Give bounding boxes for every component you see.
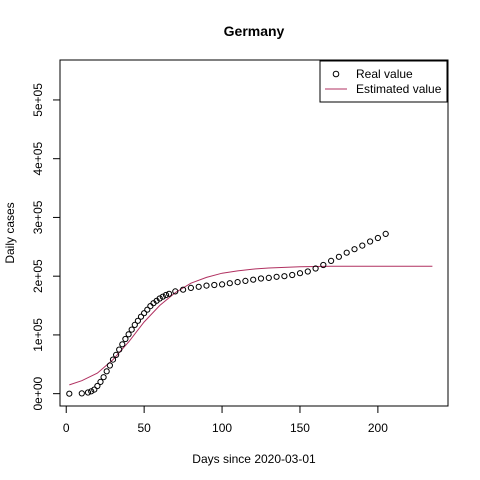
data-point [166, 290, 173, 297]
data-point [289, 271, 296, 279]
data-point [226, 280, 233, 287]
data-point [156, 295, 163, 302]
data-point [88, 388, 95, 395]
data-point [128, 326, 135, 333]
data-point [234, 279, 241, 286]
y-tick-label: 2e+05 [31, 259, 45, 293]
data-point [343, 249, 350, 256]
data-point [119, 341, 126, 348]
legend-marker-real [332, 70, 340, 78]
y-axis-label: Daily cases [3, 202, 17, 263]
y-tick-label: 0e+00 [31, 376, 45, 410]
data-point [109, 356, 117, 363]
data-point [195, 283, 202, 290]
data-point [257, 275, 265, 282]
estimated-series [69, 265, 433, 386]
data-point [159, 293, 166, 300]
data-point [131, 321, 138, 328]
data-point [106, 362, 114, 369]
x-tick-label: 0 [63, 421, 70, 435]
data-point [180, 286, 187, 293]
data-point [172, 288, 179, 295]
data-point [147, 303, 154, 310]
x-tick-label: 150 [290, 421, 310, 435]
y-axis: 0e+00 1e+05 2e+05 3e+05 4e+05 5e+05 [31, 83, 61, 411]
x-tick-label: 100 [212, 421, 232, 435]
y-tick-label: 1e+05 [31, 318, 45, 352]
legend-box [319, 60, 448, 103]
data-point [144, 306, 151, 313]
data-point [134, 317, 141, 324]
data-point [125, 331, 132, 338]
data-point [137, 313, 145, 320]
data-point [374, 234, 381, 242]
data-point [351, 246, 358, 253]
data-point [359, 242, 366, 249]
legend: Real value Estimated value [319, 60, 448, 103]
y-tick-label: 3e+05 [31, 200, 45, 234]
data-point [78, 390, 85, 397]
data-point [113, 351, 120, 358]
x-tick-label: 50 [137, 421, 151, 435]
data-point [242, 277, 249, 284]
data-point [382, 230, 389, 237]
data-point [304, 268, 311, 275]
data-point [203, 282, 210, 289]
data-point [91, 386, 98, 393]
legend-label-estimated: Estimated value [356, 82, 442, 96]
data-point [116, 346, 123, 353]
y-tick-label: 4e+05 [31, 142, 45, 176]
data-point [320, 261, 327, 269]
x-axis: 0 50 100 150 200 [63, 405, 388, 435]
y-tick-label: 5e+05 [31, 83, 45, 117]
data-point [367, 238, 374, 245]
data-point [335, 253, 342, 260]
data-point [66, 390, 73, 397]
x-axis-label: Days since 2020-03-01 [192, 452, 316, 466]
real-value-series [66, 230, 389, 397]
x-tick-label: 200 [368, 421, 388, 435]
data-point [312, 265, 319, 272]
data-point [100, 374, 107, 381]
data-point [281, 273, 288, 280]
chart-title: Germany [224, 23, 285, 39]
data-point [122, 335, 129, 343]
data-point [84, 389, 92, 396]
data-point [211, 281, 218, 289]
plot-frame [59, 59, 449, 407]
legend-label-real: Real value [356, 67, 413, 81]
data-point [97, 378, 104, 385]
data-point [103, 368, 110, 375]
data-point [141, 310, 148, 317]
data-point [250, 276, 257, 283]
estimated-value-line [69, 265, 433, 386]
data-point [296, 270, 304, 277]
data-point [219, 281, 226, 288]
data-point [94, 382, 101, 390]
data-point [328, 257, 335, 264]
data-point [187, 284, 194, 291]
data-point [162, 291, 170, 299]
data-point [265, 274, 272, 281]
data-point [273, 273, 280, 280]
